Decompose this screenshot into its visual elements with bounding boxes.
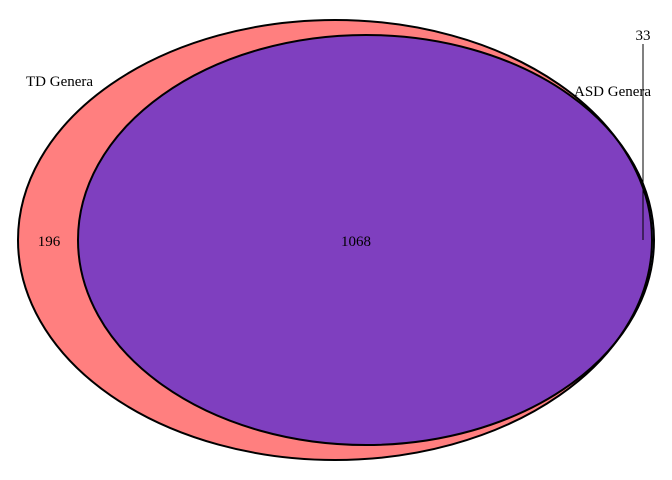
- asd-only-count: 33: [636, 28, 651, 44]
- td-only-count: 196: [38, 234, 61, 250]
- td-genera-ellipse-outline: [17, 19, 653, 461]
- intersection-count: 1068: [341, 234, 371, 250]
- intersection-fill: [78, 35, 652, 445]
- asd-genera-label: ASD Genera: [574, 84, 651, 100]
- td-genera-label: TD Genera: [26, 74, 93, 90]
- asd-genera-ellipse-outline: [77, 34, 655, 446]
